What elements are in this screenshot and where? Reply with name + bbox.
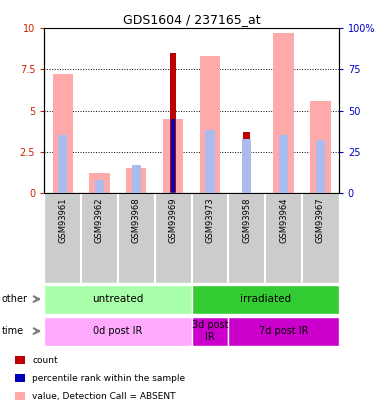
Text: GSM93973: GSM93973 — [206, 198, 214, 243]
Bar — [171, 119, 175, 193]
Bar — [44, 317, 192, 345]
Bar — [15, 392, 25, 400]
Bar — [163, 119, 183, 193]
Bar — [170, 53, 176, 193]
Bar — [15, 356, 25, 364]
Text: other: other — [2, 294, 28, 304]
Bar — [126, 168, 146, 193]
Text: GSM93962: GSM93962 — [95, 198, 104, 243]
Text: 0d post IR: 0d post IR — [93, 326, 142, 336]
Text: GSM93967: GSM93967 — [316, 198, 325, 243]
Text: GSM93964: GSM93964 — [279, 198, 288, 243]
Bar — [200, 56, 220, 193]
Bar — [132, 165, 141, 193]
Text: 3d post
IR: 3d post IR — [192, 320, 228, 342]
Text: GSM93969: GSM93969 — [169, 198, 177, 243]
Text: untreated: untreated — [92, 294, 144, 304]
Bar — [310, 101, 330, 193]
Bar — [89, 173, 110, 193]
Bar — [243, 132, 250, 193]
Title: GDS1604 / 237165_at: GDS1604 / 237165_at — [123, 13, 260, 26]
Bar — [95, 180, 104, 193]
Bar — [44, 285, 192, 313]
Bar — [244, 150, 249, 193]
Text: 7d post IR: 7d post IR — [259, 326, 308, 336]
Bar — [192, 317, 228, 345]
Bar — [228, 317, 339, 345]
Bar — [273, 33, 294, 193]
Text: value, Detection Call = ABSENT: value, Detection Call = ABSENT — [32, 392, 176, 401]
Text: GSM93961: GSM93961 — [58, 198, 67, 243]
Bar — [53, 74, 73, 193]
Text: percentile rank within the sample: percentile rank within the sample — [32, 374, 186, 383]
Text: count: count — [32, 356, 58, 364]
Text: GSM93968: GSM93968 — [132, 198, 141, 243]
Bar — [58, 135, 67, 193]
Bar — [279, 135, 288, 193]
Text: irradiated: irradiated — [239, 294, 291, 304]
Bar — [192, 285, 339, 313]
Bar — [316, 140, 325, 193]
Bar — [15, 374, 25, 382]
Text: GSM93958: GSM93958 — [242, 198, 251, 243]
Text: time: time — [2, 326, 24, 336]
Bar — [205, 130, 214, 193]
Bar — [242, 139, 251, 193]
